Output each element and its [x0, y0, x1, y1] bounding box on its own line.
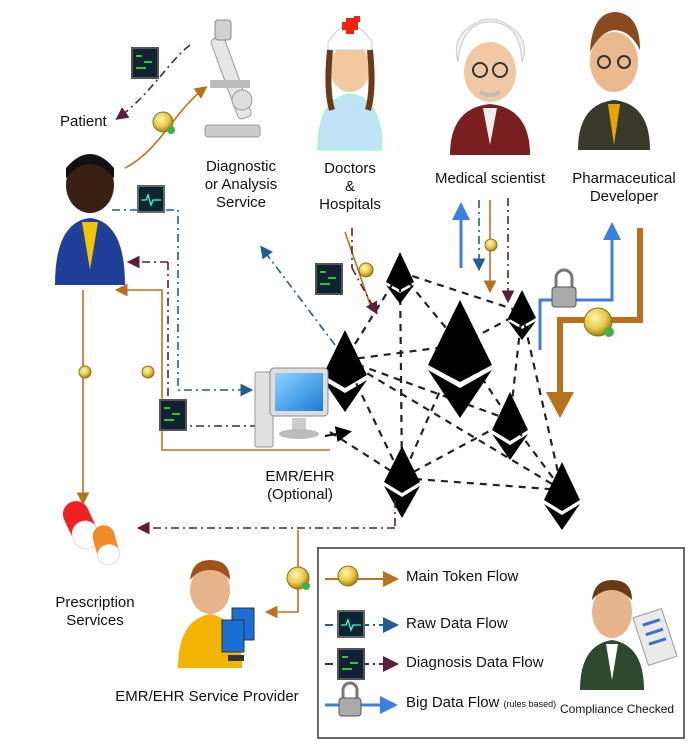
pharma-label: Pharmaceutical Developer: [564, 170, 684, 206]
compliance-officer-avatar: [580, 580, 678, 690]
legend-bigdata-swatch: [325, 681, 398, 717]
provider-label: EMR/EHR Service Provider: [115, 688, 299, 705]
pills-icon: [62, 501, 121, 566]
legend-compliance-label: Compliance Checked: [560, 702, 675, 716]
token-coin-icon: [484, 238, 498, 252]
doctors-label-line2: &: [344, 178, 355, 195]
diagnosis-flow-lines: [115, 44, 515, 535]
emr-label: EMR/EHR (Optional): [250, 468, 350, 504]
diagnostic-label-line2: or Analysis: [204, 176, 278, 193]
doctors-label-line1: Doctors: [324, 160, 376, 177]
diagnostic-label-line3: Service: [215, 194, 267, 211]
pharma-label-line2: Developer: [589, 188, 659, 205]
diagnosis-data-icon: [315, 263, 343, 295]
scientist-avatar: [450, 18, 530, 155]
token-coin-icon: [141, 365, 155, 379]
microscope-icon: [204, 19, 261, 138]
legend-token-swatch: [325, 565, 399, 587]
raw-data-flow-lines: [112, 200, 486, 397]
emr-label-line2: (Optional): [267, 486, 333, 503]
legend-bigdata-text: Big Data Flow: [406, 694, 500, 711]
legend-raw-label: Raw Data Flow: [406, 615, 508, 632]
legend-diagnosis-swatch: [325, 648, 399, 680]
diagnostic-label: Diagnostic or Analysis Service: [186, 158, 296, 212]
blockchain-node: [544, 462, 580, 530]
doctor-avatar: [317, 16, 383, 151]
emr-to-chain-arrow: [324, 426, 352, 442]
blockchain-node: [508, 290, 536, 340]
scientist-label: Medical scientist: [434, 170, 546, 187]
padlock-icon: [551, 268, 577, 308]
legend-token-label: Main Token Flow: [406, 568, 519, 585]
prescription-label-line1: Prescription: [55, 594, 135, 611]
blockchain-node: [386, 252, 414, 304]
patient-avatar: [55, 154, 125, 285]
doctors-label: Doctors & Hospitals: [310, 160, 390, 214]
prescription-label-line2: Services: [66, 612, 124, 629]
token-coin-icon: [358, 262, 374, 278]
token-coin-icon-large: [583, 307, 614, 337]
legend-bigdata-label: Big Data Flow (rules based): [406, 694, 556, 711]
token-coin-icon: [78, 365, 92, 379]
blockchain-node: [492, 392, 528, 460]
legend-bigdata-note: (rules based): [503, 699, 557, 709]
raw-data-icon: [137, 185, 165, 213]
blockchain-node-large: [428, 300, 492, 418]
diagnostic-label-line1: Diagnostic: [205, 158, 277, 175]
service-provider-avatar: [178, 560, 255, 668]
emr-label-line1: EMR/EHR: [265, 468, 335, 485]
legend-raw-swatch: [325, 610, 399, 638]
patient-label: Patient: [60, 113, 107, 130]
diagnosis-data-icon: [159, 399, 187, 431]
pharma-label-line1: Pharmaceutical: [572, 170, 676, 187]
legend-diagnosis-label: Diagnosis Data Flow: [406, 654, 544, 671]
doctors-label-line3: Hospitals: [319, 196, 381, 213]
blockchain-node: [323, 330, 367, 412]
prescription-label: Prescription Services: [40, 594, 150, 630]
token-coin-icon: [152, 111, 175, 134]
token-coin-icon: [286, 566, 310, 590]
diagnosis-data-icon: [131, 47, 159, 79]
blockchain-node: [384, 446, 420, 518]
pharma-developer-avatar: [578, 12, 650, 150]
emr-computer-icon: [254, 367, 329, 448]
